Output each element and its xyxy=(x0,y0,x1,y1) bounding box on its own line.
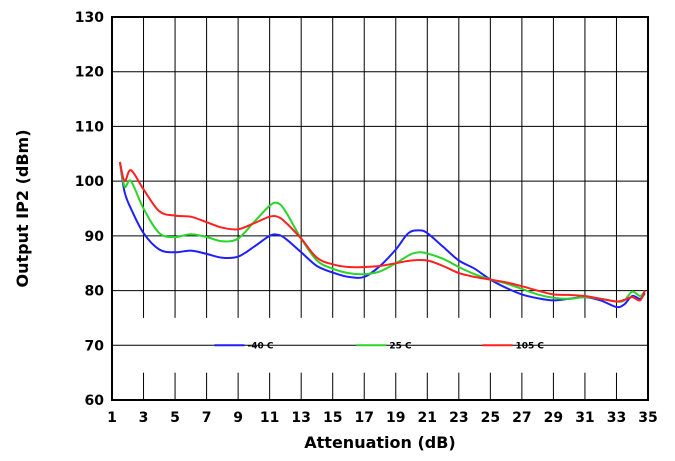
y-tick-label: 110 xyxy=(75,119,104,135)
y-tick-label: 130 xyxy=(75,10,104,26)
x-tick-label: 1 xyxy=(107,410,117,426)
x-tick-label: 27 xyxy=(512,410,531,426)
x-tick-label: 13 xyxy=(291,410,310,426)
x-axis-label: Attenuation (dB) xyxy=(304,433,455,452)
series-line-2 xyxy=(118,161,646,303)
y-axis-label: Output IP2 (dBm) xyxy=(13,129,32,287)
x-tick-label: 17 xyxy=(354,410,373,426)
x-tick-label: 35 xyxy=(638,410,657,426)
x-tick-label: 9 xyxy=(233,410,243,426)
x-tick-labels: 1 3 5 7 9 11 13 15 17 19 21 23 25 27 29 31 33 35 xyxy=(107,410,658,426)
x-tick-label: 21 xyxy=(418,410,437,426)
plot-frame xyxy=(111,16,649,401)
x-tick-label: 3 xyxy=(139,410,149,426)
grid-lines xyxy=(112,17,648,400)
legend-label-1: -40 C xyxy=(247,341,273,351)
series-line-3 xyxy=(118,161,646,303)
y-tick-label: 100 xyxy=(75,174,104,190)
y-tick-label: 90 xyxy=(85,229,105,245)
x-tick-label: 31 xyxy=(575,410,594,426)
legend-label-3: 105 C xyxy=(515,341,544,351)
y-tick-label: 60 xyxy=(85,393,105,409)
y-tick-label: 80 xyxy=(85,284,105,300)
x-tick-label: 23 xyxy=(449,410,468,426)
y-tick-label: 70 xyxy=(85,338,105,354)
x-tick-label: 33 xyxy=(607,410,626,426)
x-tick-label: 19 xyxy=(386,410,405,426)
y-tick-label: 120 xyxy=(75,65,104,81)
x-tick-label: 25 xyxy=(481,410,500,426)
x-tick-label: 29 xyxy=(544,410,563,426)
x-tick-label: 5 xyxy=(170,410,180,426)
x-tick-label: 7 xyxy=(202,410,212,426)
y-tick-labels: 60 70 80 90 100 110 120 130 xyxy=(75,10,104,409)
legend-label-2: 25 C xyxy=(389,341,412,351)
x-tick-label: 15 xyxy=(323,410,342,426)
x-tick-label: 11 xyxy=(260,410,279,426)
series-layer xyxy=(118,161,646,309)
legend: -40 C 25 C 105 C xyxy=(214,341,544,351)
